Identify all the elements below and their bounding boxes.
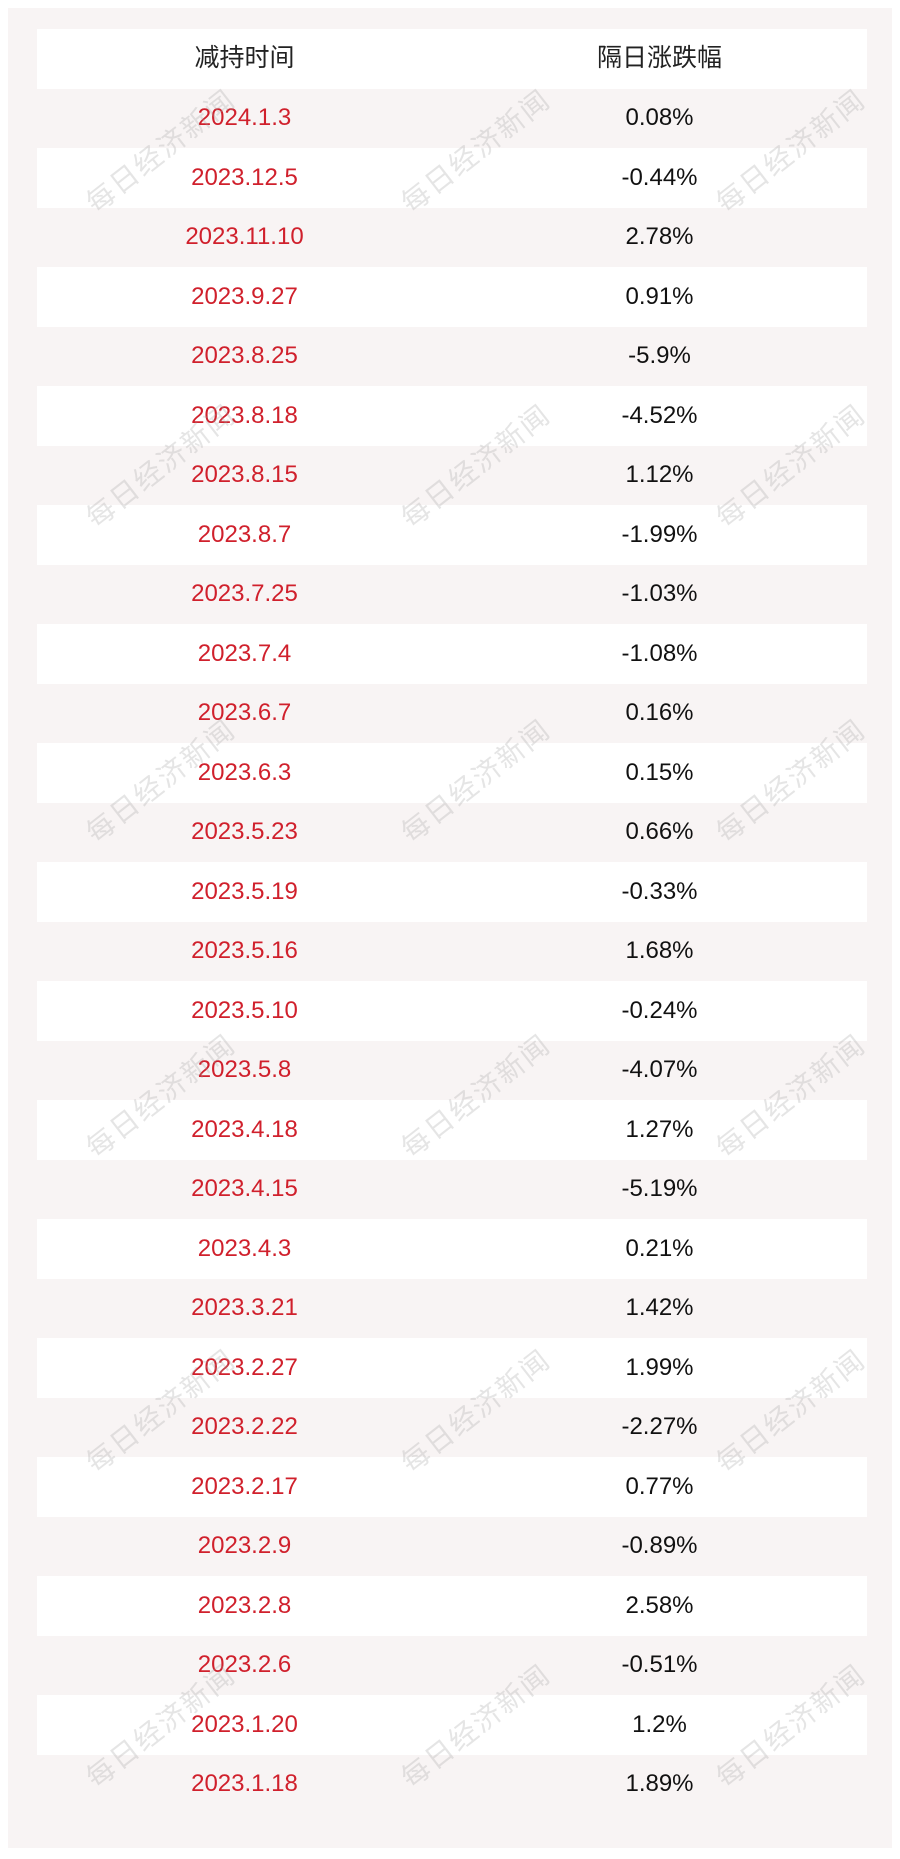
change-cell: -5.9% — [628, 342, 691, 370]
date-cell: 2023.2.22 — [191, 1413, 298, 1441]
table-row: 2023.6.3 0.15% — [37, 743, 867, 803]
header-change: 隔日涨跌幅 — [596, 44, 722, 73]
table-row: 2023.8.7 -1.99% — [37, 505, 867, 565]
table-row: 2023.2.8 2.58% — [37, 1576, 867, 1636]
date-cell: 2023.2.9 — [197, 1532, 292, 1560]
date-cell: 2023.1.18 — [191, 1770, 298, 1798]
date-cell: 2023.2.6 — [197, 1651, 292, 1679]
table-row: 2023.8.15 1.12% — [37, 445, 867, 505]
table-row: 2023.6.7 0.16% — [37, 683, 867, 743]
change-cell: -0.33% — [621, 877, 698, 905]
table-row: 2023.1.18 1.89% — [37, 1754, 867, 1814]
change-cell: 0.15% — [625, 758, 694, 786]
date-cell: 2023.6.3 — [197, 758, 292, 786]
table-row: 2023.4.18 1.27% — [37, 1100, 867, 1160]
table-row: 2023.3.21 1.42% — [37, 1278, 867, 1338]
table-row: 2023.5.19 -0.33% — [37, 862, 867, 922]
change-cell: 1.27% — [625, 1115, 694, 1143]
table-row: 2023.4.3 0.21% — [37, 1219, 867, 1279]
table-row: 2023.8.18 -4.52% — [37, 386, 867, 446]
table-row: 2023.2.9 -0.89% — [37, 1516, 867, 1576]
change-cell: -0.24% — [621, 996, 698, 1024]
change-cell: 0.21% — [625, 1234, 694, 1262]
change-cell: 0.91% — [625, 282, 694, 310]
date-cell: 2023.6.7 — [197, 699, 292, 727]
date-cell: 2023.4.15 — [191, 1175, 298, 1203]
change-cell: -1.03% — [621, 580, 698, 608]
date-cell: 2023.5.19 — [191, 877, 298, 905]
change-cell: -0.51% — [621, 1651, 698, 1679]
date-cell: 2023.1.20 — [191, 1710, 298, 1738]
change-cell: 1.99% — [625, 1353, 694, 1381]
table-row: 2023.2.6 -0.51% — [37, 1635, 867, 1695]
table-row: 2023.12.5 -0.44% — [37, 148, 867, 208]
change-cell: -4.07% — [621, 1056, 698, 1084]
table-row: 2023.5.8 -4.07% — [37, 1040, 867, 1100]
date-cell: 2023.7.4 — [197, 639, 292, 667]
change-cell: 0.66% — [625, 818, 694, 846]
date-cell: 2023.8.7 — [197, 520, 292, 548]
table-row: 2023.2.22 -2.27% — [37, 1397, 867, 1457]
reduction-table: 减持时间 隔日涨跌幅 2024.1.3 0.08% 2023.12.5 -0.44% 2… — [37, 29, 867, 1814]
table-row: 2023.11.10 2.78% — [37, 207, 867, 267]
table-row: 2023.5.10 -0.24% — [37, 981, 867, 1041]
change-cell: -4.52% — [621, 401, 698, 429]
date-cell: 2023.2.27 — [191, 1353, 298, 1381]
change-cell: -0.44% — [621, 163, 698, 191]
date-cell: 2023.4.3 — [197, 1234, 292, 1262]
date-cell: 2023.5.8 — [197, 1056, 292, 1084]
table-row: 2023.8.25 -5.9% — [37, 326, 867, 386]
table-row: 2023.2.17 0.77% — [37, 1457, 867, 1517]
change-cell: 0.16% — [625, 699, 694, 727]
table-row: 2023.7.4 -1.08% — [37, 624, 867, 684]
date-cell: 2023.8.15 — [191, 461, 298, 489]
table-row: 2023.4.15 -5.19% — [37, 1159, 867, 1219]
change-cell: -2.27% — [621, 1413, 698, 1441]
table-row: 2023.5.16 1.68% — [37, 921, 867, 981]
table-row: 2023.7.25 -1.03% — [37, 564, 867, 624]
change-cell: 0.08% — [625, 104, 694, 132]
date-cell: 2023.11.10 — [185, 223, 304, 251]
date-cell: 2023.5.10 — [191, 996, 298, 1024]
date-cell: 2023.5.16 — [191, 937, 298, 965]
change-cell: 1.2% — [632, 1710, 687, 1738]
change-cell: 2.78% — [625, 223, 694, 251]
change-cell: 2.58% — [625, 1591, 694, 1619]
date-cell: 2023.2.17 — [191, 1472, 298, 1500]
date-cell: 2023.2.8 — [197, 1591, 292, 1619]
table-row: 2024.1.3 0.08% — [37, 88, 867, 148]
table-row: 2023.2.27 1.99% — [37, 1338, 867, 1398]
table-header-row: 减持时间 隔日涨跌幅 — [37, 29, 867, 89]
date-cell: 2024.1.3 — [197, 104, 292, 132]
change-cell: 0.77% — [625, 1472, 694, 1500]
date-cell: 2023.5.23 — [191, 818, 298, 846]
date-cell: 2023.9.27 — [191, 282, 298, 310]
date-cell: 2023.4.18 — [191, 1115, 298, 1143]
change-cell: 1.68% — [625, 937, 694, 965]
table-row: 2023.5.23 0.66% — [37, 802, 867, 862]
change-cell: 1.89% — [625, 1770, 694, 1798]
date-cell: 2023.8.25 — [191, 342, 298, 370]
date-cell: 2023.7.25 — [191, 580, 298, 608]
date-cell: 2023.3.21 — [191, 1294, 298, 1322]
change-cell: 1.12% — [625, 461, 694, 489]
table-row: 2023.9.27 0.91% — [37, 267, 867, 327]
change-cell: -5.19% — [621, 1175, 698, 1203]
change-cell: 1.42% — [625, 1294, 694, 1322]
date-cell: 2023.8.18 — [191, 401, 298, 429]
change-cell: -1.08% — [621, 639, 698, 667]
change-cell: -1.99% — [621, 520, 698, 548]
header-date: 减持时间 — [194, 44, 295, 73]
date-cell: 2023.12.5 — [191, 163, 298, 191]
change-cell: -0.89% — [621, 1532, 698, 1560]
table-row: 2023.1.20 1.2% — [37, 1695, 867, 1755]
